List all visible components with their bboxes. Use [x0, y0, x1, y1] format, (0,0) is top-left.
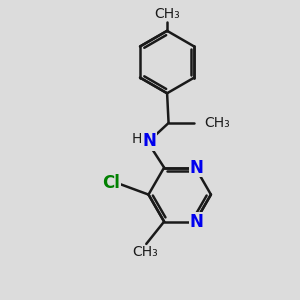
- Text: Cl: Cl: [102, 174, 120, 192]
- Text: H: H: [131, 132, 142, 146]
- Text: N: N: [190, 213, 204, 231]
- Text: CH₃: CH₃: [154, 7, 180, 21]
- Text: CH₃: CH₃: [132, 245, 158, 259]
- Text: N: N: [190, 159, 204, 177]
- Text: CH₃: CH₃: [204, 116, 230, 130]
- Text: N: N: [142, 132, 156, 150]
